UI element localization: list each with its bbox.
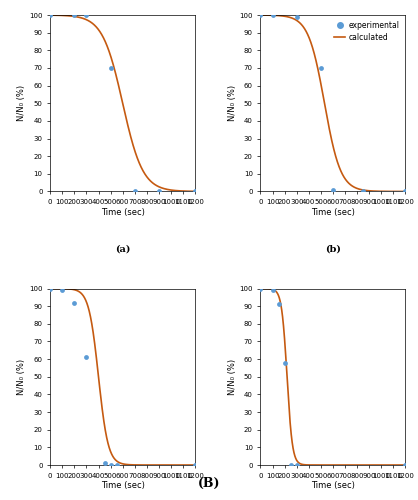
- Point: [47, 11, 54, 19]
- Point: [257, 284, 264, 292]
- Point: [360, 188, 367, 196]
- Point: [192, 188, 199, 196]
- Point: [293, 13, 300, 21]
- Point: [107, 461, 114, 469]
- Y-axis label: N/N₀ (%): N/N₀ (%): [227, 358, 237, 395]
- X-axis label: Time (sec): Time (sec): [101, 208, 145, 217]
- Point: [293, 461, 300, 469]
- Point: [257, 11, 264, 19]
- Point: [318, 64, 324, 72]
- Text: (b): (b): [325, 244, 341, 254]
- Point: [330, 186, 336, 194]
- Point: [281, 358, 288, 366]
- Y-axis label: N/N₀ (%): N/N₀ (%): [227, 85, 237, 122]
- Point: [269, 286, 276, 294]
- Point: [402, 461, 409, 469]
- X-axis label: Time (sec): Time (sec): [311, 208, 355, 217]
- Point: [71, 11, 78, 19]
- Point: [192, 461, 199, 469]
- Point: [59, 286, 66, 294]
- Point: [101, 459, 108, 467]
- Point: [83, 11, 90, 19]
- Point: [113, 461, 120, 469]
- Point: [83, 354, 90, 362]
- Legend: experimental, calculated: experimental, calculated: [331, 19, 402, 44]
- Point: [47, 284, 54, 292]
- Text: (a): (a): [115, 244, 130, 254]
- Text: (B): (B): [198, 477, 220, 490]
- Y-axis label: N/N₀ (%): N/N₀ (%): [17, 358, 26, 395]
- Y-axis label: N/N₀ (%): N/N₀ (%): [17, 85, 26, 122]
- Point: [275, 300, 282, 308]
- X-axis label: Time (sec): Time (sec): [311, 482, 355, 490]
- Point: [287, 461, 294, 469]
- Point: [107, 64, 114, 72]
- Point: [402, 188, 409, 196]
- X-axis label: Time (sec): Time (sec): [101, 482, 145, 490]
- Point: [131, 188, 138, 196]
- Point: [269, 11, 276, 19]
- Point: [155, 188, 162, 196]
- Point: [71, 298, 78, 306]
